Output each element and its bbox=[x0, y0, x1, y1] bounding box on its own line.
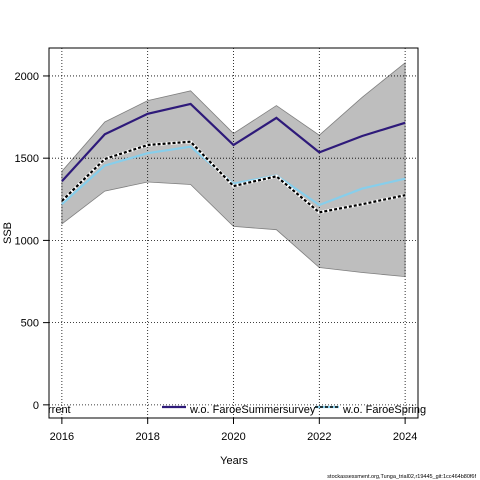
y-tick-label: 500 bbox=[21, 318, 39, 330]
y-tick-label: 1500 bbox=[15, 153, 39, 165]
legend-label-series-2: w.o. FaroeSummersurvey bbox=[189, 404, 316, 416]
y-tick-label: 0 bbox=[33, 400, 39, 412]
x-tick-label: 2024 bbox=[393, 431, 417, 443]
confidence-band-layer bbox=[61, 61, 406, 278]
x-axis-title: Years bbox=[220, 455, 248, 467]
plot-frame bbox=[48, 47, 419, 419]
footer-source: stockassessment.org,Tunga_trial02,r19445… bbox=[327, 474, 476, 480]
legend-label-series-1: rrent bbox=[48, 404, 71, 416]
series-layer bbox=[60, 102, 406, 215]
x-tick-label: 2020 bbox=[221, 431, 245, 443]
series-line-3 bbox=[61, 145, 406, 207]
x-tick-label: 2016 bbox=[50, 431, 74, 443]
y-axis-title: SSB bbox=[2, 222, 14, 244]
axes: 2016 2018 2020 2022 2024 0 500 1000 1500 2000 bbox=[15, 71, 418, 443]
y-tick-label: 1000 bbox=[15, 235, 39, 247]
y-tick-label: 2000 bbox=[15, 71, 39, 83]
x-tick-label: 2018 bbox=[135, 431, 159, 443]
series-line-1 bbox=[61, 140, 406, 214]
x-tick-label: 2022 bbox=[307, 431, 331, 443]
confidence-band bbox=[61, 61, 406, 278]
legend-label-series-3: w.o. FaroeSpring bbox=[342, 404, 426, 416]
series-line-2 bbox=[61, 102, 406, 182]
legend: rrent w.o. FaroeSummersurvey w.o. FaroeS… bbox=[48, 404, 426, 416]
